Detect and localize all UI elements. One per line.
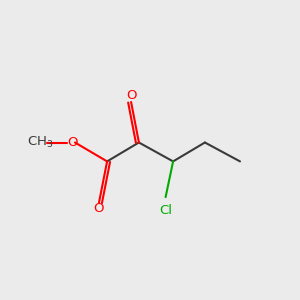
Text: O: O	[94, 202, 104, 215]
Text: Cl: Cl	[159, 203, 172, 217]
Text: O: O	[126, 89, 136, 103]
Text: CH$_3$: CH$_3$	[27, 135, 54, 150]
Text: O: O	[67, 136, 78, 149]
